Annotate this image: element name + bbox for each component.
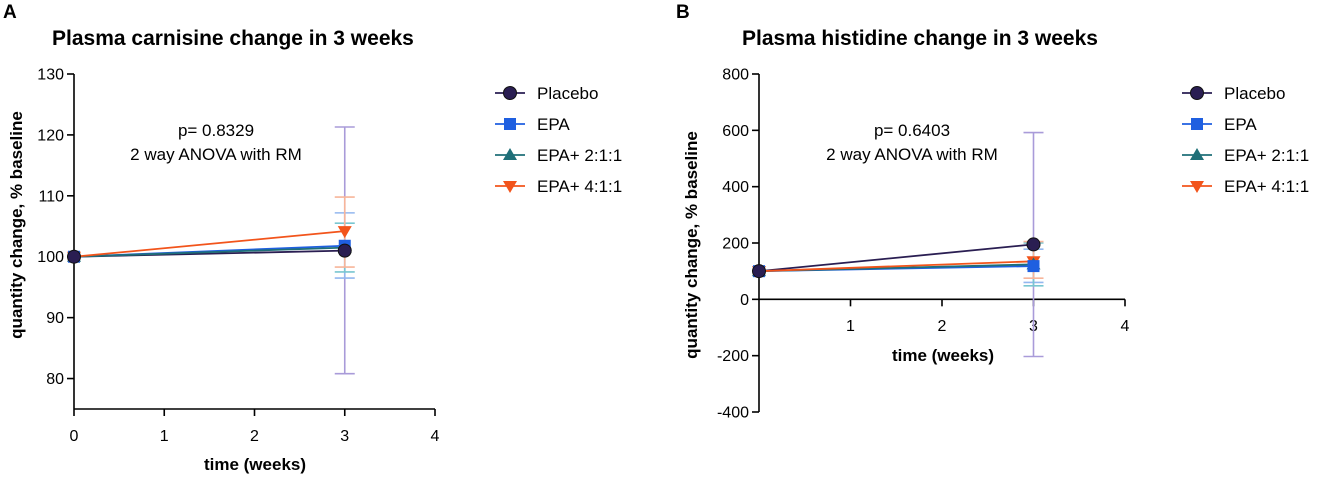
legend-label-placebo-b: Placebo xyxy=(1224,84,1285,103)
plot-area-a xyxy=(67,126,355,375)
legend-item-epa-2-1-1-a: EPA+ 2:1:1 xyxy=(495,146,622,165)
y-axis-label-a: quantity change, % baseline xyxy=(7,111,26,339)
legend-item-placebo-b: Placebo xyxy=(1182,84,1285,103)
x-tick-label-b: 2 xyxy=(938,318,947,335)
axes-b: -400-20002004006008001234 xyxy=(717,67,1130,422)
y-tick-label-b: 400 xyxy=(722,179,749,196)
legend-label-placebo-a: Placebo xyxy=(537,84,598,103)
y-tick-label-b: 600 xyxy=(722,123,749,140)
y-tick-label-a: 130 xyxy=(37,67,64,84)
y-tick-label-b: 200 xyxy=(722,236,749,253)
legend-marker-placebo-a xyxy=(503,86,517,100)
y-tick-label-b: -200 xyxy=(717,348,749,365)
x-tick-label-a: 4 xyxy=(431,428,440,445)
chart-title-b: Plasma histidine change in 3 weeks xyxy=(742,27,1098,50)
x-axis-label-b: time (weeks) xyxy=(892,346,994,365)
data-point-placebo-a xyxy=(337,243,352,258)
plot-area-b xyxy=(752,131,1044,358)
legend-marker-placebo-b xyxy=(1190,86,1204,100)
test-annotation-b: 2 way ANOVA with RM xyxy=(826,145,998,164)
legend-a: Placebo EPA EPA+ 2:1:1 EPA+ 4:1:1 xyxy=(495,84,622,196)
legend-marker-epa-4-1-1-a xyxy=(503,181,517,193)
x-tick-label-a: 1 xyxy=(160,428,169,445)
legend-item-placebo-a: Placebo xyxy=(495,84,598,103)
x-tick-label-b: 4 xyxy=(1121,318,1130,335)
x-tick-label-a: 3 xyxy=(340,428,349,445)
chart-title-a: Plasma carnisine change in 3 weeks xyxy=(52,27,414,50)
legend-item-epa-a: EPA xyxy=(495,115,570,134)
series-line-epa-4-1-1-b xyxy=(758,260,1034,273)
panel-letter-a: A xyxy=(3,2,17,23)
legend-label-epa-4-1-1-b: EPA+ 4:1:1 xyxy=(1224,177,1309,196)
y-axis-label-b: quantity change, % baseline xyxy=(682,131,701,359)
y-tick-label-b: -400 xyxy=(717,405,749,422)
panel-a: A Plasma carnisine change in 3 weeks tim… xyxy=(3,2,622,474)
series-line-epa-2-1-1-a xyxy=(73,246,345,258)
p-value-annotation-a: p= 0.8329 xyxy=(178,121,254,140)
legend-marker-epa-4-1-1-b xyxy=(1190,181,1204,193)
y-tick-label-a: 120 xyxy=(37,127,64,144)
legend-label-epa-b: EPA xyxy=(1224,115,1257,134)
legend-marker-epa-2-1-1-b xyxy=(1190,148,1204,160)
data-point-placebo-b xyxy=(752,264,766,279)
legend-label-epa-a: EPA xyxy=(537,115,570,134)
legend-item-epa-4-1-1-a: EPA+ 4:1:1 xyxy=(495,177,622,196)
test-annotation-a: 2 way ANOVA with RM xyxy=(130,145,302,164)
legend-marker-epa-b xyxy=(1191,118,1203,130)
axes-a: 80 90 100 110 120 130 0 1 2 3 4 xyxy=(37,67,439,446)
panel-b: B Plasma histidine change in 3 weeks tim… xyxy=(676,2,1309,422)
x-tick-label-b: 1 xyxy=(846,318,855,335)
y-tick-label-a: 80 xyxy=(46,371,64,388)
legend-item-epa-b: EPA xyxy=(1182,115,1257,134)
p-value-annotation-b: p= 0.6403 xyxy=(874,121,950,140)
data-point-epa-b xyxy=(1027,260,1040,273)
legend-label-epa-4-1-1-a: EPA+ 4:1:1 xyxy=(537,177,622,196)
series-line-placebo-b xyxy=(758,243,1034,273)
y-tick-label-b: 800 xyxy=(722,67,749,84)
y-tick-label-b: 0 xyxy=(740,292,749,309)
legend-b: Placebo EPA EPA+ 2:1:1 EPA+ 4:1:1 xyxy=(1182,84,1309,196)
legend-label-epa-2-1-1-b: EPA+ 2:1:1 xyxy=(1224,146,1309,165)
data-point-placebo-b xyxy=(1026,237,1041,252)
legend-marker-epa-a xyxy=(504,118,516,130)
y-tick-label-a: 90 xyxy=(46,310,64,327)
y-tick-label-a: 110 xyxy=(38,188,64,205)
legend-label-epa-2-1-1-a: EPA+ 2:1:1 xyxy=(537,146,622,165)
legend-item-epa-2-1-1-b: EPA+ 2:1:1 xyxy=(1182,146,1309,165)
x-tick-label-a: 2 xyxy=(250,428,259,445)
series-line-epa-4-1-1-a xyxy=(73,230,345,258)
data-point-placebo-a xyxy=(67,249,81,264)
x-tick-label-a: 0 xyxy=(70,428,79,445)
legend-item-epa-4-1-1-b: EPA+ 4:1:1 xyxy=(1182,177,1309,196)
x-axis-label-a: time (weeks) xyxy=(204,455,306,474)
y-tick-label-a: 100 xyxy=(37,249,64,266)
data-point-epa-4-1-1-a xyxy=(337,226,352,239)
panel-letter-b: B xyxy=(676,2,690,23)
legend-marker-epa-2-1-1-a xyxy=(503,148,517,160)
